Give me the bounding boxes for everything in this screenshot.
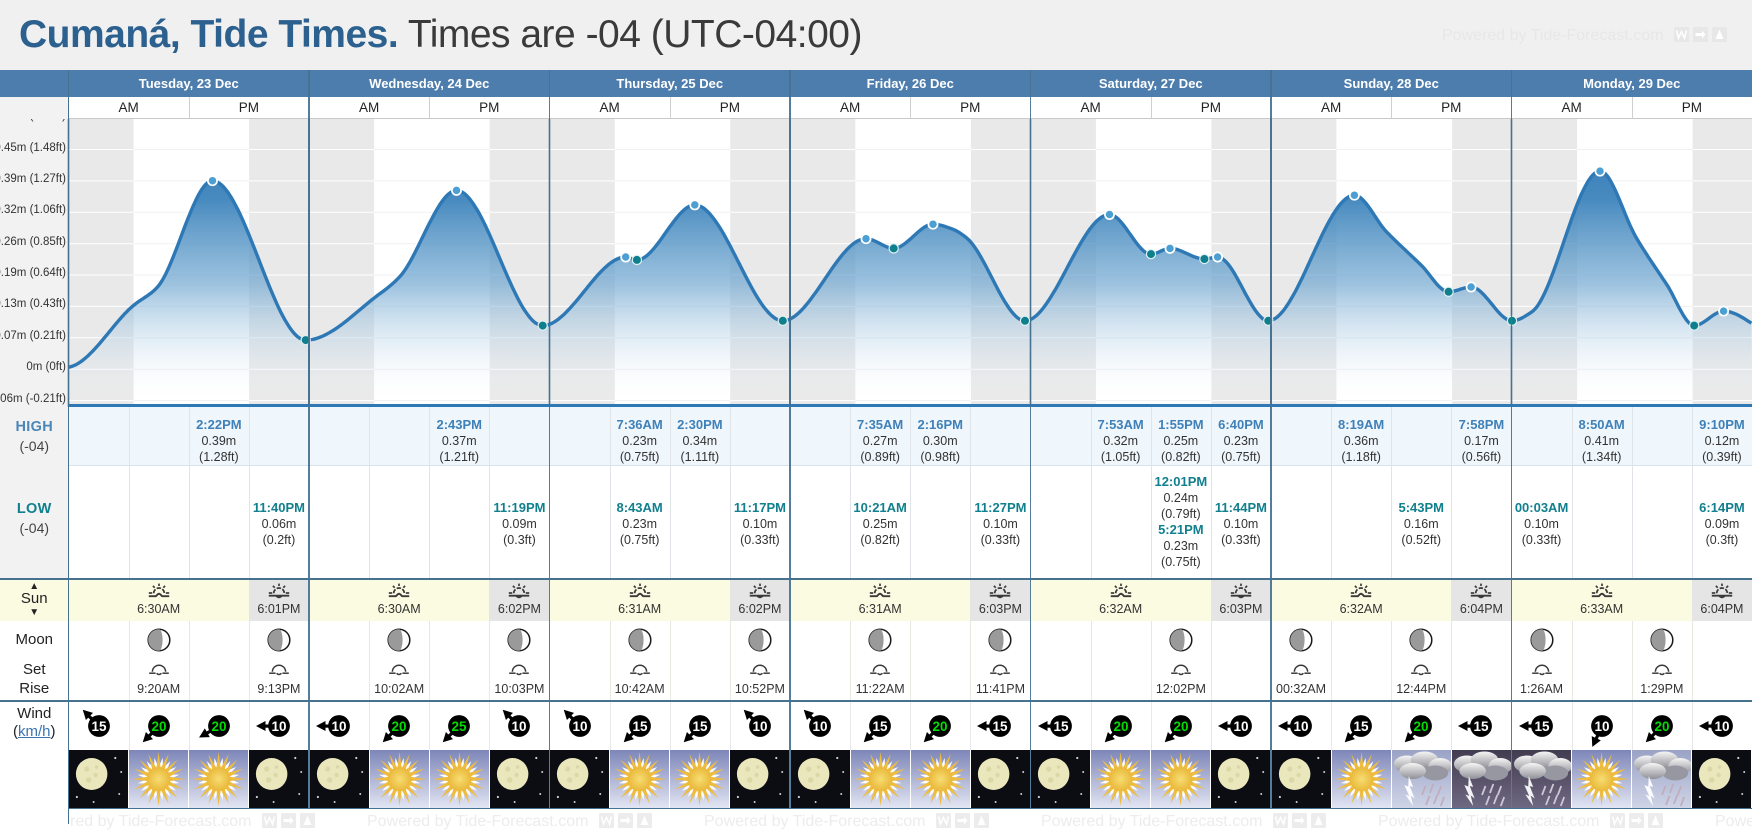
svg-text:20: 20	[1173, 718, 1188, 733]
svg-text:20: 20	[1113, 718, 1128, 733]
svg-text:10: 10	[332, 718, 347, 733]
svg-text:10: 10	[1233, 718, 1248, 733]
svg-text:15: 15	[1474, 718, 1490, 733]
svg-text:20: 20	[1654, 718, 1669, 733]
svg-text:20: 20	[211, 718, 226, 733]
svg-text:20: 20	[1414, 718, 1429, 733]
svg-text:10: 10	[752, 718, 767, 733]
svg-text:15: 15	[91, 718, 107, 733]
svg-text:10: 10	[1594, 718, 1609, 733]
svg-text:20: 20	[933, 718, 948, 733]
svg-text:10: 10	[813, 718, 828, 733]
svg-text:15: 15	[632, 718, 648, 733]
svg-text:10: 10	[512, 718, 527, 733]
svg-text:20: 20	[392, 718, 407, 733]
svg-text:10: 10	[271, 718, 286, 733]
svg-text:10: 10	[1714, 718, 1729, 733]
svg-text:15: 15	[1534, 718, 1550, 733]
svg-text:15: 15	[1354, 718, 1370, 733]
svg-text:15: 15	[692, 718, 708, 733]
svg-text:10: 10	[572, 718, 587, 733]
svg-text:20: 20	[151, 718, 166, 733]
svg-text:15: 15	[1053, 718, 1069, 733]
svg-text:15: 15	[993, 718, 1009, 733]
svg-text:15: 15	[873, 718, 889, 733]
svg-text:10: 10	[1294, 718, 1309, 733]
svg-text:25: 25	[452, 718, 468, 733]
